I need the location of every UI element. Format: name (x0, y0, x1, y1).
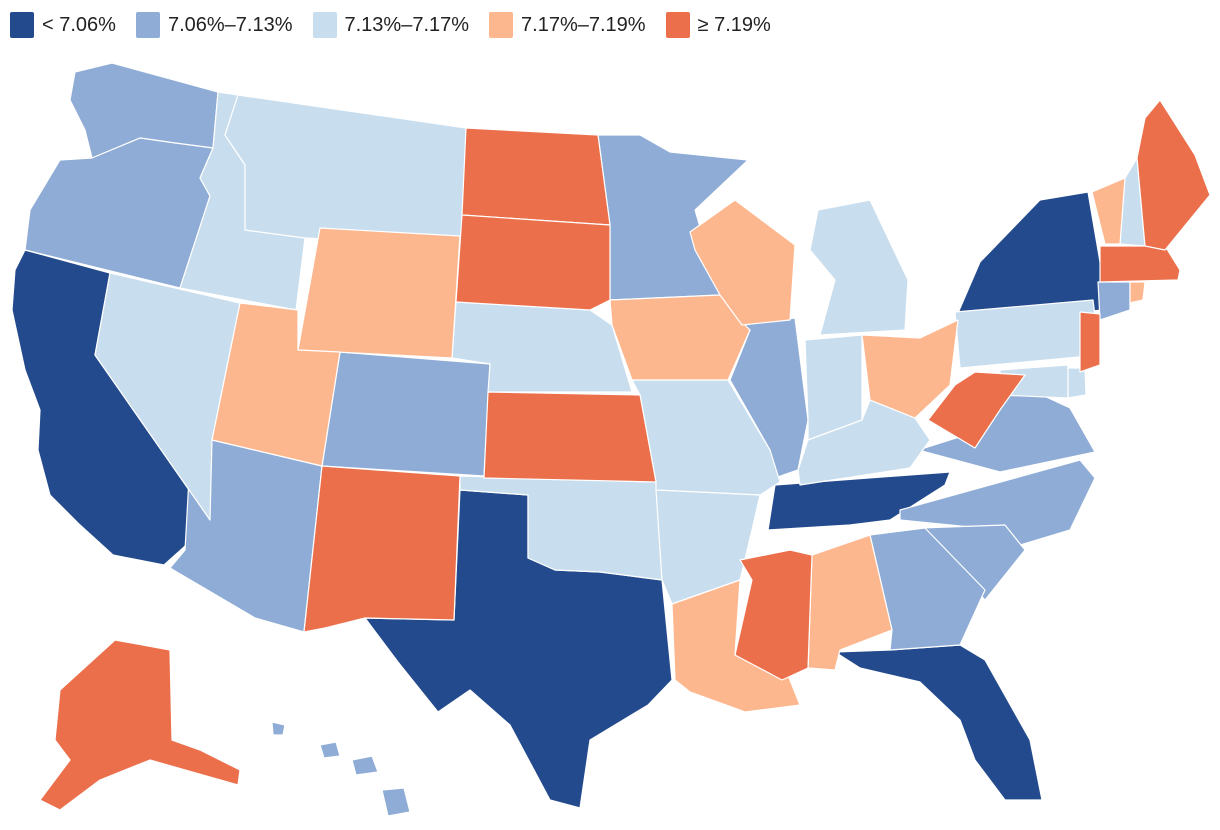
state-ut (211, 302, 341, 467)
state-wy (297, 227, 461, 359)
state-nm (303, 465, 461, 633)
state-nc (899, 459, 1096, 549)
state-ar (655, 489, 761, 605)
state-nd (461, 127, 611, 226)
legend-item-bin-1: 7.06%–7.13% (135, 12, 293, 38)
state-ak (39, 639, 241, 811)
state-wi (689, 199, 796, 326)
state-ks (483, 391, 657, 483)
state-oh (861, 319, 959, 419)
legend-label: < 7.06% (42, 13, 116, 36)
state-ct (1097, 281, 1131, 321)
state-de (1067, 367, 1087, 399)
legend-label: 7.13%–7.17% (344, 13, 470, 36)
legend-item-bin-3: 7.17%–7.19% (489, 12, 646, 38)
legend-swatch (10, 12, 34, 38)
legend-label: 7.17%–7.19% (521, 13, 646, 36)
state-ri (1129, 281, 1146, 304)
legend-swatch (312, 12, 337, 38)
state-ms (734, 549, 813, 681)
state-wv (927, 371, 1026, 449)
state-tn (767, 471, 951, 531)
legend-swatch (489, 12, 514, 38)
legend-item-bin-2: 7.13%–7.17% (312, 12, 470, 38)
state-mi (809, 199, 909, 336)
legend-label: ≥ 7.19% (697, 13, 771, 36)
legend-item-bin-0: < 7.06% (10, 12, 116, 38)
legend-swatch (135, 12, 160, 38)
state-vt (1091, 177, 1126, 245)
state-mt (224, 94, 467, 247)
state-pa (954, 299, 1101, 369)
state-fl (834, 644, 1043, 801)
state-hi (271, 721, 411, 817)
state-co (321, 351, 491, 477)
legend-swatch (665, 12, 690, 38)
legend: < 7.06% 7.06%–7.13% 7.13%–7.17% 7.17%–7.… (10, 12, 791, 38)
state-ma (1099, 245, 1181, 283)
state-la (671, 579, 801, 713)
legend-item-bin-4: ≥ 7.19% (665, 12, 771, 38)
state-nv (94, 272, 241, 521)
state-ne (451, 301, 633, 393)
state-me (1136, 99, 1211, 251)
state-sd (455, 214, 611, 311)
legend-label: 7.06%–7.13% (167, 13, 293, 36)
state-nj (1079, 311, 1101, 373)
